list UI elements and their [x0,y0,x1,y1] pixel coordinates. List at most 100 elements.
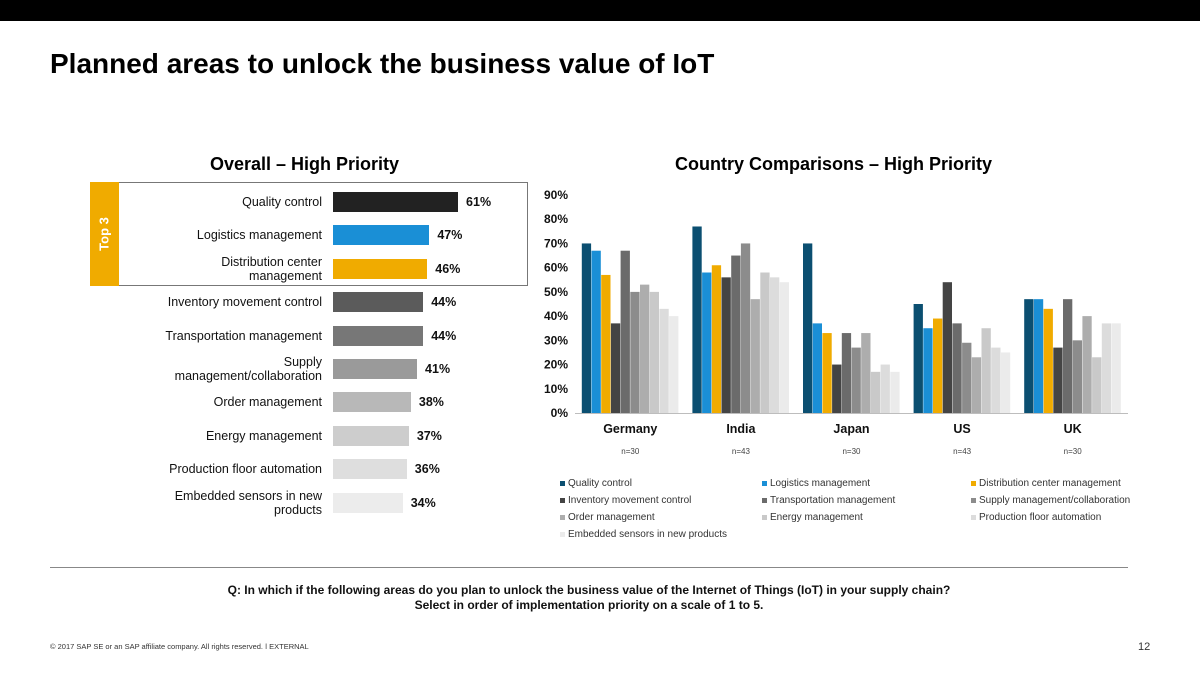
overall-value-label: 36% [414,462,440,477]
overall-category-label-line: Inventory movement control [167,295,322,310]
country-bar [981,328,991,413]
legend-swatch [971,480,976,486]
overall-category-label: Inventory movement control [122,295,322,309]
divider [50,567,1128,568]
country-bar [1072,340,1082,413]
legend-swatch [560,514,565,520]
country-bar [870,371,881,413]
country-bar [952,323,962,413]
legend-swatch [971,514,976,520]
overall-category-label-line: management/collaboration [174,369,322,383]
legend-item: Quality control [560,478,632,489]
country-category-label: Japan [833,422,869,436]
country-bar [770,277,780,413]
overall-category-label: Energy management [122,429,322,443]
country-bar [942,282,952,413]
country-bar [1053,347,1063,413]
country-sample-size: n=43 [953,447,972,456]
country-bar [923,328,933,413]
overall-bar [333,225,430,246]
country-bar [702,272,712,413]
y-tick-label: 70% [544,236,568,250]
country-category-label: UK [1064,422,1082,436]
overall-value-label: 44% [431,328,457,343]
country-bar [750,299,760,413]
country-bar [601,274,611,413]
country-chart-title: Country Comparisons – High Priority [675,154,993,174]
country-bar [1082,316,1092,413]
legend-label: Quality control [568,478,632,489]
legend-item: Logistics management [762,478,870,489]
legend-swatch [762,514,767,520]
country-bar [890,371,900,413]
country-category-label: India [726,422,756,436]
legend-item: Transportation management [762,495,895,506]
legend-label: Transportation management [770,495,896,506]
legend-item: Supply management/collaboration [971,495,1130,506]
country-bar [1063,299,1073,413]
country-bar [1092,357,1102,413]
country-sample-size: n=30 [621,447,640,456]
legend-swatch [971,497,976,503]
country-bar [731,255,741,413]
overall-category-label: Embedded sensors in new products [122,489,322,517]
legend-label: Supply management/collaboration [979,495,1131,506]
overall-bar [333,425,409,446]
country-sample-size: n=30 [1064,447,1083,456]
overall-category-label-line: management [249,268,322,283]
overall-category-label-line: Distribution center [221,254,322,269]
country-bar [841,333,852,413]
legend-swatch [762,497,767,503]
overall-category-label-line: products [274,502,322,517]
overall-bar [333,192,459,212]
overall-value-label: 38% [418,395,444,410]
overall-bar [333,325,424,346]
country-bar [669,316,679,413]
top3-tag [90,182,119,286]
country-bar [581,243,592,413]
legend-swatch [560,480,565,486]
country-bar [649,291,659,413]
overall-category-label: Order management [122,395,322,409]
overall-category-label-line: Embedded sensors in new [174,488,322,503]
legend-label: Distribution center management [979,478,1121,489]
overall-category-label: Supply management/collaboration [122,355,322,383]
y-tick-label: 10% [544,382,568,396]
country-bar [1033,299,1044,413]
country-sample-size: n=43 [732,447,751,456]
overall-category-label-line: Production floor automation [169,462,322,477]
y-tick-label: 90% [544,188,568,202]
country-bar [721,277,731,413]
copyright-footer: © 2017 SAP SE or an SAP affiliate compan… [50,642,309,651]
country-bar [812,323,822,413]
overall-category-label-line: Order management [213,395,322,410]
country-bar [711,265,722,413]
country-bar [832,364,842,413]
y-tick-label: 30% [544,333,568,347]
overall-category-label-line: Logistics management [196,228,322,243]
country-bar [620,250,630,413]
overall-category-label-line: Quality control [242,195,322,209]
country-bar [822,333,832,413]
overall-category-label: Quality control [122,195,322,209]
legend-label: Logistics management [770,478,871,489]
country-bar [880,364,890,413]
legend-item: Embedded sensors in new products [560,529,727,540]
legend-swatch [560,497,565,503]
country-bar [913,304,923,413]
overall-category-label-line: Supply [283,355,322,369]
country-bar [962,342,972,413]
overall-value-label: 37% [416,428,442,443]
top-brand-bar [0,0,1200,21]
country-bar [1024,299,1034,413]
country-bar [640,284,650,413]
legend-swatch [762,480,767,486]
question-line-2: Select in order of implementation priori… [414,598,764,612]
y-tick-label: 80% [544,212,568,226]
legend-item: Production floor automation [971,512,1101,523]
country-bar [851,347,861,413]
overall-bar [333,359,418,379]
legend-label: Production floor automation [979,512,1102,523]
overall-bar [333,292,424,313]
